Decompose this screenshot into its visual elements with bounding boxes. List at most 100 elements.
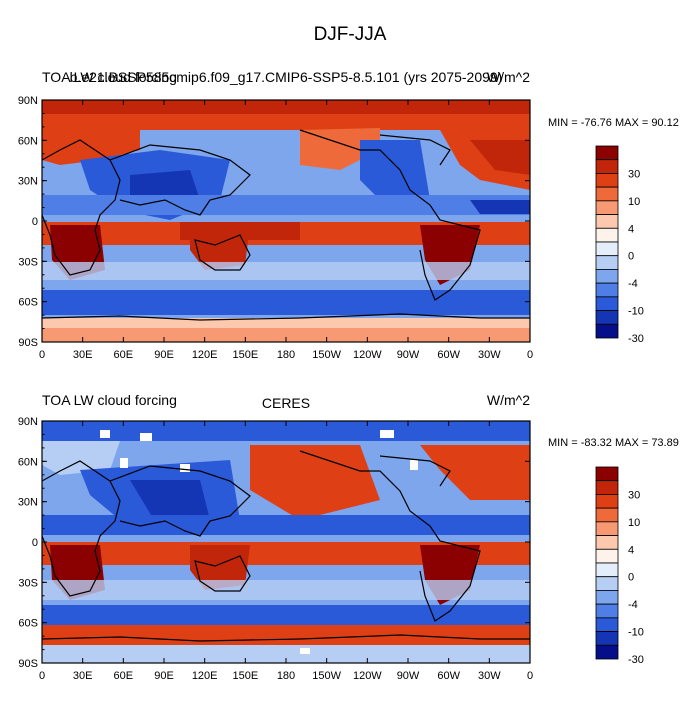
- colorbar-swatch: [595, 507, 619, 523]
- colorbar-swatch: [595, 617, 619, 632]
- colorbar-label: 10: [628, 196, 640, 208]
- lat-label: 30N: [18, 497, 38, 509]
- colorbar-label: 0: [628, 251, 634, 263]
- panel-model: TOA LW cloud forcing b.e21.BSSP585cmip6.…: [18, 69, 679, 361]
- colorbar-label: -10: [628, 306, 644, 318]
- lat-label: 60N: [18, 456, 38, 468]
- map-field: [42, 421, 530, 663]
- colorbar-swatch: [595, 214, 619, 229]
- colorbar-swatch: [595, 590, 619, 605]
- lon-label: 60W: [437, 349, 460, 361]
- map-field: [42, 100, 530, 342]
- lon-label: 0: [39, 670, 45, 682]
- lon-label: 120W: [353, 670, 382, 682]
- colorbar-swatch: [595, 535, 619, 550]
- colorbar-label: 30: [628, 489, 640, 501]
- colorbar-swatch: [595, 186, 619, 202]
- colorbar-swatch: [595, 200, 619, 215]
- lon-label: 0: [527, 670, 533, 682]
- colorbar-swatch: [595, 296, 619, 311]
- lon-label: 30E: [73, 670, 93, 682]
- colorbar-label: 4: [628, 223, 634, 235]
- min-max-stats: MIN = -83.32 MAX = 73.89: [548, 437, 679, 449]
- lon-label: 30E: [73, 349, 93, 361]
- lat-label: 90N: [18, 95, 38, 107]
- colorbar-label: 10: [628, 517, 640, 529]
- lon-label: 180: [277, 349, 295, 361]
- colorbar-swatch: [595, 644, 619, 660]
- colorbar-swatch: [595, 494, 619, 509]
- colorbar-swatch: [595, 576, 619, 591]
- lat-label: 90N: [18, 416, 38, 428]
- colorbar: 30 10 4 0 -4 -10 -30: [595, 466, 644, 666]
- colorbar-swatch: [595, 241, 619, 257]
- colorbar-label: 30: [628, 168, 640, 180]
- lat-label: 90S: [18, 337, 38, 349]
- colorbar-swatch: [595, 310, 619, 325]
- colorbar-swatch: [595, 159, 619, 174]
- coastlines: [42, 450, 530, 642]
- colorbar-swatch: [595, 269, 619, 284]
- panel-observation: TOA LW cloud forcing CERES W/m^2 MIN = -…: [18, 392, 679, 682]
- lon-label: 150E: [232, 349, 258, 361]
- colorbar-swatch: [595, 521, 619, 536]
- lon-label: 120E: [192, 349, 218, 361]
- panel-left-title: TOA LW cloud forcing: [42, 69, 177, 85]
- colorbar-swatch: [595, 603, 619, 619]
- colorbar-swatch: [595, 282, 619, 298]
- colorbar-swatch: [595, 255, 619, 270]
- colorbar-swatch: [595, 631, 619, 646]
- colorbar-swatch: [595, 480, 619, 495]
- lon-label: 0: [527, 349, 533, 361]
- colorbar-label: -30: [628, 333, 644, 345]
- panel-center-title: CERES: [262, 395, 310, 411]
- lat-label: 60N: [18, 135, 38, 147]
- lat-label: 30N: [18, 176, 38, 188]
- lon-label: 90E: [154, 670, 174, 682]
- min-max-stats: MIN = -76.76 MAX = 90.12: [548, 117, 679, 129]
- colorbar-label: -4: [628, 278, 638, 290]
- colorbar-label: 0: [628, 572, 634, 584]
- colorbar-swatch: [595, 145, 619, 161]
- colorbar-swatch: [595, 562, 619, 578]
- lon-label: 90W: [397, 349, 420, 361]
- lat-label: 0: [32, 537, 38, 549]
- panel-units: W/m^2: [487, 392, 530, 408]
- lon-label: 30W: [478, 349, 501, 361]
- colorbar-label: -4: [628, 599, 638, 611]
- coastlines: [42, 129, 530, 321]
- colorbar-label: -30: [628, 654, 644, 666]
- lon-label: 60E: [114, 670, 134, 682]
- lon-label: 150E: [232, 670, 258, 682]
- page-title: DJF-JJA: [314, 24, 387, 45]
- panel-units: W/m^2: [487, 69, 530, 85]
- lon-label: 30W: [478, 670, 501, 682]
- lat-label: 0: [32, 216, 38, 228]
- lon-label: 60E: [114, 349, 134, 361]
- lat-label: 60S: [18, 297, 38, 309]
- colorbar-label: 4: [628, 544, 634, 556]
- panel-left-title: TOA LW cloud forcing: [42, 392, 177, 408]
- colorbar-swatch: [595, 323, 619, 339]
- lat-label: 60S: [18, 618, 38, 630]
- lon-label: 60W: [437, 670, 460, 682]
- lat-label: 30S: [18, 577, 38, 589]
- colorbar-swatch: [595, 548, 619, 564]
- lon-label: 0: [39, 349, 45, 361]
- lat-label: 90S: [18, 658, 38, 670]
- colorbar-swatch: [595, 466, 619, 482]
- colorbar-swatch: [595, 227, 619, 243]
- panel-center-title: b.e21.BSSP585cmip6.f09_g17.CMIP6-SSP5-8.…: [70, 69, 503, 85]
- lon-label: 150W: [312, 670, 341, 682]
- lon-label: 150W: [312, 349, 341, 361]
- colorbar-label: -10: [628, 627, 644, 639]
- lon-label: 120E: [192, 670, 218, 682]
- colorbar: 30 10 4 0 -4 -10 -30: [595, 145, 644, 345]
- lon-label: 120W: [353, 349, 382, 361]
- colorbar-swatch: [595, 173, 619, 188]
- lat-label: 30S: [18, 256, 38, 268]
- lon-label: 90E: [154, 349, 174, 361]
